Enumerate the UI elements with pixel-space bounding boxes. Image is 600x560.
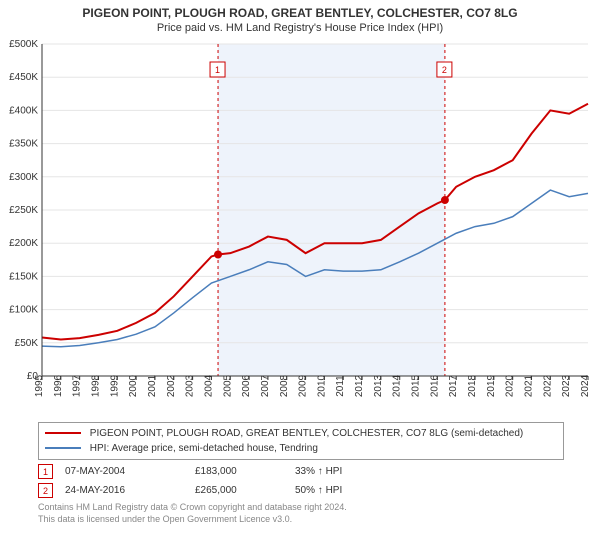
sale-price: £183,000 xyxy=(195,466,295,477)
svg-text:1998: 1998 xyxy=(90,374,101,397)
svg-text:2019: 2019 xyxy=(486,374,497,397)
legend-row-property: PIGEON POINT, PLOUGH ROAD, GREAT BENTLEY… xyxy=(45,426,557,441)
svg-text:2021: 2021 xyxy=(524,374,535,397)
sale-pct: 33% ↑ HPI xyxy=(295,466,415,477)
legend-label-hpi: HPI: Average price, semi-detached house,… xyxy=(90,443,318,454)
svg-text:1: 1 xyxy=(215,65,220,75)
svg-text:2017: 2017 xyxy=(448,374,459,397)
svg-text:2013: 2013 xyxy=(373,374,384,397)
chart-subtitle: Price paid vs. HM Land Registry's House … xyxy=(0,20,600,38)
svg-text:£500K: £500K xyxy=(9,39,38,50)
svg-text:2010: 2010 xyxy=(316,374,327,397)
svg-text:£400K: £400K xyxy=(9,105,38,116)
svg-text:1995: 1995 xyxy=(34,374,45,397)
svg-text:2005: 2005 xyxy=(222,374,233,397)
line-chart: £0£50K£100K£150K£200K£250K£300K£350K£400… xyxy=(0,38,600,418)
license-line: This data is licensed under the Open Gov… xyxy=(38,514,564,526)
svg-text:2006: 2006 xyxy=(241,374,252,397)
license-line: Contains HM Land Registry data © Crown c… xyxy=(38,502,564,514)
legend: PIGEON POINT, PLOUGH ROAD, GREAT BENTLEY… xyxy=(38,422,564,460)
svg-text:2022: 2022 xyxy=(542,374,553,397)
legend-swatch-property xyxy=(45,432,81,434)
svg-text:2002: 2002 xyxy=(166,374,177,397)
svg-text:2009: 2009 xyxy=(298,374,309,397)
svg-text:1996: 1996 xyxy=(53,374,64,397)
svg-text:£450K: £450K xyxy=(9,72,38,83)
svg-text:2004: 2004 xyxy=(203,374,214,397)
sales-list: 1 07-MAY-2004 £183,000 33% ↑ HPI 2 24-MA… xyxy=(38,464,564,498)
svg-text:2024: 2024 xyxy=(580,374,591,397)
svg-text:2007: 2007 xyxy=(260,374,271,397)
legend-swatch-hpi xyxy=(45,447,81,449)
svg-text:2018: 2018 xyxy=(467,374,478,397)
svg-text:£250K: £250K xyxy=(9,205,38,216)
svg-text:£350K: £350K xyxy=(9,139,38,150)
svg-text:2: 2 xyxy=(442,65,447,75)
svg-text:2020: 2020 xyxy=(505,374,516,397)
svg-text:1997: 1997 xyxy=(72,374,83,397)
chart-title: PIGEON POINT, PLOUGH ROAD, GREAT BENTLEY… xyxy=(0,0,600,20)
legend-label-property: PIGEON POINT, PLOUGH ROAD, GREAT BENTLEY… xyxy=(90,428,523,439)
svg-text:2008: 2008 xyxy=(279,374,290,397)
svg-text:2001: 2001 xyxy=(147,374,158,397)
svg-text:2000: 2000 xyxy=(128,374,139,397)
svg-text:2015: 2015 xyxy=(411,374,422,397)
legend-row-hpi: HPI: Average price, semi-detached house,… xyxy=(45,441,557,456)
sale-badge: 2 xyxy=(38,483,53,498)
svg-text:2016: 2016 xyxy=(429,374,440,397)
svg-text:£200K: £200K xyxy=(9,238,38,249)
sale-date: 24-MAY-2016 xyxy=(65,485,195,496)
svg-text:£100K: £100K xyxy=(9,305,38,316)
sale-date: 07-MAY-2004 xyxy=(65,466,195,477)
svg-text:2012: 2012 xyxy=(354,374,365,397)
sale-row: 1 07-MAY-2004 £183,000 33% ↑ HPI xyxy=(38,464,564,479)
sale-pct: 50% ↑ HPI xyxy=(295,485,415,496)
sale-row: 2 24-MAY-2016 £265,000 50% ↑ HPI xyxy=(38,483,564,498)
svg-text:£150K: £150K xyxy=(9,271,38,282)
svg-text:2003: 2003 xyxy=(185,374,196,397)
svg-text:2011: 2011 xyxy=(335,375,346,397)
svg-text:£300K: £300K xyxy=(9,172,38,183)
sale-price: £265,000 xyxy=(195,485,295,496)
license-text: Contains HM Land Registry data © Crown c… xyxy=(38,502,564,525)
chart-area: £0£50K£100K£150K£200K£250K£300K£350K£400… xyxy=(0,38,600,418)
svg-text:2014: 2014 xyxy=(392,374,403,397)
sale-badge: 1 xyxy=(38,464,53,479)
svg-text:£50K: £50K xyxy=(15,338,39,349)
svg-text:1999: 1999 xyxy=(109,374,120,397)
svg-text:2023: 2023 xyxy=(561,374,572,397)
